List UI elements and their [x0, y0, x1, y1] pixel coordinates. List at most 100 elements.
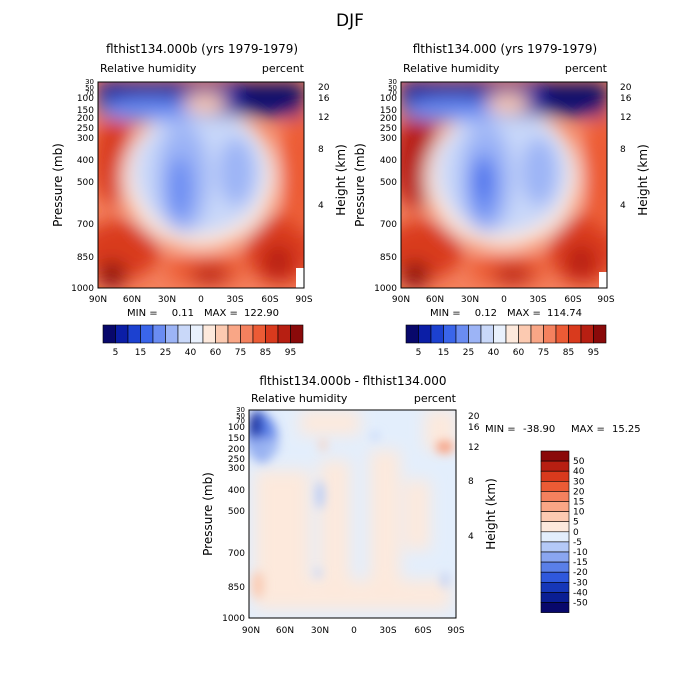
- panel-1-units-label: percent: [262, 62, 305, 75]
- panel-3-field: [249, 410, 456, 618]
- p2-tick-1000: 1000: [374, 284, 397, 294]
- p3-lat-30N: 30N: [311, 626, 329, 636]
- p2-tick-100: 100: [380, 94, 397, 104]
- p2-tick-50: 50: [388, 84, 397, 92]
- panel-1-min-label: MIN =: [127, 308, 158, 319]
- p1-htick-4: 4: [318, 201, 324, 211]
- panel-3-colorbar-label-4: 15: [573, 498, 584, 508]
- panel-2-height-ticks: 20 16 12 8 4: [620, 83, 632, 211]
- panel-1-ylabel-right: Height (km): [334, 144, 348, 215]
- p1-tick-200: 200: [77, 114, 94, 124]
- p2-htick-12: 12: [620, 113, 631, 123]
- panel-1-colorbar-label-3: 40: [185, 348, 197, 358]
- p1-tick-400: 400: [77, 156, 94, 166]
- panel-1-colorbar-swatch-0: [102, 324, 116, 344]
- p2-lat-60N: 60N: [426, 295, 444, 305]
- panel-3-colorbar-swatch-2: [540, 470, 570, 482]
- panel-1-min-value: 0.11: [172, 308, 194, 319]
- p3-tick-250: 250: [228, 455, 245, 465]
- p2-tick-250: 250: [380, 124, 397, 134]
- p2-tick-70: 70: [388, 89, 397, 97]
- panel-2-ylabel-right: Height (km): [636, 144, 650, 215]
- panel-1-colorbar-swatch-11: [240, 324, 254, 344]
- panel-3-colorbar-label-14: -50: [573, 599, 588, 609]
- panel-3-colorbar-swatch-8: [540, 531, 570, 543]
- panel-1-colorbar-label-1: 15: [135, 348, 146, 358]
- p2-lat-0: 0: [501, 295, 507, 305]
- panel-3-colorbar-swatch-6: [540, 511, 570, 523]
- p2-tick-700: 700: [380, 220, 397, 230]
- p3-htick-20: 20: [468, 412, 480, 422]
- panel-3-pressure-ticks: 30 50 70 100 150 200 250 300 400 500 700…: [222, 406, 245, 624]
- panel-2-field-label: Relative humidity: [403, 62, 500, 75]
- panel-3-colorbar-label-13: -40: [573, 588, 588, 598]
- p3-tick-850: 850: [228, 583, 245, 593]
- p2-tick-500: 500: [380, 178, 397, 188]
- p1-lat-60N: 60N: [123, 295, 141, 305]
- panel-1-colorbar-swatch-10: [227, 324, 241, 344]
- p2-tick-150: 150: [380, 106, 397, 116]
- panel-2-max-value: 114.74: [547, 308, 582, 319]
- panel-2-colorbar-label-0: 5: [416, 348, 422, 358]
- panel-2-colorbar-swatch-14: [580, 324, 594, 344]
- p1-tick-50: 50: [85, 84, 94, 92]
- panel-1-colorbar-swatch-6: [177, 324, 191, 344]
- p2-htick-8: 8: [620, 145, 626, 155]
- panel-2-colorbar-swatch-7: [493, 324, 507, 344]
- panel-3-height-ticks: 20 16 12 8 4: [468, 412, 480, 542]
- panel-1: flthist134.000b (yrs 1979-1979) Relative…: [51, 42, 348, 358]
- p3-tick-100: 100: [228, 423, 245, 433]
- panel-3-colorbar-label-9: -10: [573, 548, 588, 558]
- p1-lat-0: 0: [198, 295, 204, 305]
- p1-htick-8: 8: [318, 145, 324, 155]
- panel-1-colorbar-swatch-13: [265, 324, 279, 344]
- panel-1-minmax: MIN = 0.11 MAX = 122.90: [127, 308, 279, 319]
- panel-2-colorbar-swatch-15: [593, 324, 607, 344]
- panel-2-colorbar: 5 15 25 40 60 75 85 95: [405, 324, 607, 358]
- panel-3-ylabel-right: Height (km): [484, 478, 498, 549]
- panel-2-colorbar-label-2: 25: [463, 348, 474, 358]
- panel-3-colorbar-swatch-11: [540, 561, 570, 573]
- panel-3-colorbar-swatch-7: [540, 521, 570, 533]
- p3-htick-12: 12: [468, 443, 479, 453]
- p1-tick-150: 150: [77, 106, 94, 116]
- p3-tick-30: 30: [236, 406, 245, 414]
- p2-htick-16: 16: [620, 94, 632, 104]
- panel-1-colorbar-swatch-15: [290, 324, 304, 344]
- panel-1-colorbar-swatch-4: [152, 324, 166, 344]
- panel-3-field-label: Relative humidity: [251, 392, 348, 405]
- panel-3-colorbar-swatch-13: [540, 581, 570, 593]
- panel-1-colorbar: 5 15 25 40 60 75 85 95: [102, 324, 304, 358]
- panel-1-colorbar-label-4: 60: [210, 348, 222, 358]
- panel-3-colorbar-label-5: 10: [573, 508, 585, 518]
- panel-3-colorbar-label-6: 5: [573, 518, 579, 528]
- panel-1-colorbar-label-2: 25: [160, 348, 171, 358]
- panel-2-colorbar-swatch-4: [455, 324, 469, 344]
- panel-2-min-value: 0.12: [475, 308, 497, 319]
- panel-3-colorbar-swatch-15: [540, 602, 570, 613]
- figure-title: DJF: [336, 11, 364, 31]
- panel-3-min-value: -38.90: [523, 424, 555, 435]
- p1-tick-700: 700: [77, 220, 94, 230]
- p1-tick-850: 850: [77, 253, 94, 263]
- panel-1-height-ticks: 20 16 12 8 4: [318, 83, 330, 211]
- p1-tick-300: 300: [77, 134, 94, 144]
- panel-1-max-value: 122.90: [244, 308, 279, 319]
- panel-2-field: [401, 82, 607, 288]
- panel-2-colorbar-label-7: 95: [588, 348, 599, 358]
- panel-3-colorbar-swatch-4: [540, 491, 570, 502]
- p2-tick-200: 200: [380, 114, 397, 124]
- panel-2-pressure-ticks: 30 50 70 100 150 200 250 300 400 500 700…: [374, 78, 397, 294]
- panel-1-title: flthist134.000b (yrs 1979-1979): [106, 42, 298, 56]
- p3-lat-60S: 60S: [414, 626, 431, 636]
- panel-3-colorbar-swatch-10: [540, 551, 570, 563]
- p2-tick-400: 400: [380, 156, 397, 166]
- panel-1-colorbar-label-7: 95: [285, 348, 296, 358]
- p3-htick-4: 4: [468, 532, 474, 542]
- p3-htick-8: 8: [468, 477, 474, 487]
- panel-1-max-label: MAX =: [204, 308, 238, 319]
- panel-2-colorbar-label-3: 40: [488, 348, 500, 358]
- p2-lat-90N: 90N: [392, 295, 410, 305]
- panel-1-colorbar-swatch-9: [215, 324, 229, 344]
- panel-3-colorbar-swatch-9: [540, 541, 570, 553]
